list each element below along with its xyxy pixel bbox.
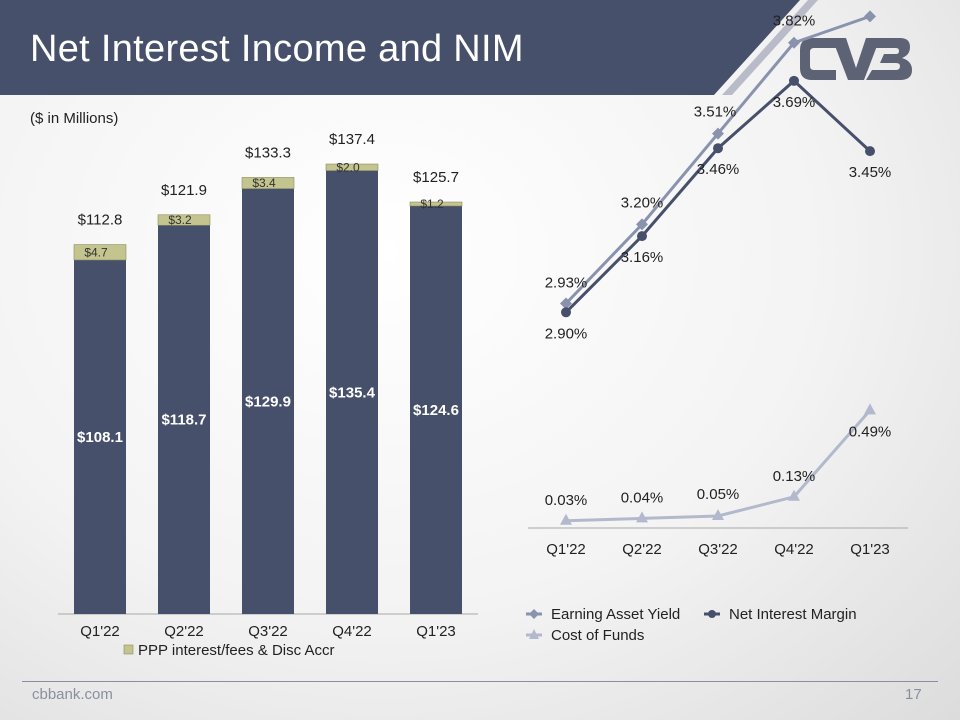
line-data-label: 3.91% bbox=[849, 0, 892, 3]
marker-circle bbox=[561, 307, 571, 318]
footer-website: cbbank.com bbox=[32, 686, 113, 703]
bar-nii-label: $124.6 bbox=[413, 402, 459, 419]
bar-nii-label: $118.7 bbox=[161, 412, 206, 429]
bar-total-label: $125.7 bbox=[413, 169, 459, 186]
marker-circle bbox=[789, 75, 799, 86]
legend-label: Net Interest Margin bbox=[729, 606, 857, 623]
line-data-label: 3.16% bbox=[621, 249, 664, 266]
cvb-logo-icon bbox=[800, 38, 912, 80]
units-note: ($ in Millions) bbox=[30, 110, 119, 127]
bar-ppp-label: $1.2 bbox=[420, 197, 444, 211]
line-data-label: 2.93% bbox=[545, 275, 588, 292]
bar-nii-3 bbox=[326, 170, 378, 614]
line-data-label: 3.51% bbox=[694, 104, 737, 121]
line-data-label: 0.13% bbox=[773, 468, 816, 485]
bar-total-label: $137.4 bbox=[329, 131, 375, 148]
line-data-label: 2.90% bbox=[545, 325, 588, 342]
bar-ppp-0 bbox=[73, 244, 127, 261]
title-banner bbox=[0, 0, 818, 95]
line-data-label: 0.05% bbox=[697, 486, 740, 503]
bar-total-label: $121.9 bbox=[161, 182, 207, 199]
marker-triangle bbox=[636, 511, 648, 523]
bar-ppp-label: $2.0 bbox=[336, 160, 360, 174]
marker-diamond bbox=[560, 297, 572, 310]
marker-circle bbox=[713, 143, 723, 154]
line-x-tick-label: Q1'23 bbox=[850, 541, 890, 558]
legend-marker bbox=[529, 609, 539, 619]
bar-ppp-label: $3.2 bbox=[168, 213, 192, 227]
bar-ppp-4 bbox=[409, 201, 463, 207]
bar-nii-label: $108.1 bbox=[77, 429, 123, 446]
marker-diamond bbox=[712, 127, 724, 140]
line-x-tick-label: Q2'22 bbox=[622, 541, 662, 558]
legend-marker bbox=[708, 610, 716, 618]
marker-triangle bbox=[864, 403, 876, 415]
bar-nii-4 bbox=[410, 205, 462, 614]
bar-total-label: $112.8 bbox=[78, 212, 123, 229]
line-x-tick-label: Q4'22 bbox=[774, 541, 814, 558]
bar-total-label: $133.3 bbox=[245, 144, 291, 161]
bar-ppp-3 bbox=[325, 163, 379, 171]
footer-divider bbox=[22, 681, 938, 682]
bar-x-tick-label: Q3'22 bbox=[248, 623, 288, 640]
bar-x-tick-label: Q1'23 bbox=[416, 623, 456, 640]
bar-x-tick-label: Q4'22 bbox=[332, 623, 372, 640]
line-data-label: 3.82% bbox=[773, 13, 816, 30]
line-data-label: 0.04% bbox=[621, 489, 664, 506]
line-data-label: 0.49% bbox=[849, 423, 892, 440]
marker-triangle bbox=[788, 489, 800, 501]
marker-diamond bbox=[864, 10, 876, 23]
legend-label: Cost of Funds bbox=[551, 627, 644, 644]
line-x-tick-label: Q1'22 bbox=[546, 541, 586, 558]
bar-nii-2 bbox=[242, 188, 294, 614]
bar-nii-label: $135.4 bbox=[329, 384, 376, 401]
bar-nii-label: $129.9 bbox=[245, 393, 291, 410]
line-data-label: 3.69% bbox=[773, 94, 816, 111]
bar-ppp-label: $4.7 bbox=[84, 245, 108, 259]
marker-circle bbox=[865, 146, 875, 157]
bar-x-tick-label: Q2'22 bbox=[164, 623, 204, 640]
marker-triangle bbox=[712, 509, 724, 520]
legend-ppp-label: PPP interest/fees & Disc Accr bbox=[138, 642, 334, 659]
line-data-label: 3.46% bbox=[697, 161, 740, 178]
marker-circle bbox=[637, 231, 647, 242]
legend-marker bbox=[529, 629, 539, 639]
line-x-tick-label: Q3'22 bbox=[698, 541, 738, 558]
marker-diamond bbox=[636, 218, 648, 231]
line-series-2 bbox=[565, 409, 872, 523]
line-data-label: 3.45% bbox=[849, 164, 892, 181]
legend-label: Earning Asset Yield bbox=[551, 606, 680, 623]
line-series-0 bbox=[564, 14, 871, 305]
marker-triangle bbox=[560, 513, 572, 525]
page-number: 17 bbox=[905, 686, 922, 703]
bar-x-tick-label: Q1'22 bbox=[80, 623, 120, 640]
marker-diamond bbox=[788, 36, 800, 49]
legend-ppp-swatch bbox=[123, 644, 134, 655]
bar-ppp-1 bbox=[157, 214, 211, 226]
line-data-label: 0.03% bbox=[545, 492, 588, 509]
line-data-label: 3.20% bbox=[621, 194, 664, 211]
bar-nii-1 bbox=[158, 225, 210, 614]
bar-nii-0 bbox=[74, 259, 126, 614]
bar-ppp-label: $3.4 bbox=[252, 176, 276, 190]
bar-ppp-2 bbox=[241, 177, 295, 189]
page-title: Net Interest Income and NIM bbox=[30, 28, 524, 70]
